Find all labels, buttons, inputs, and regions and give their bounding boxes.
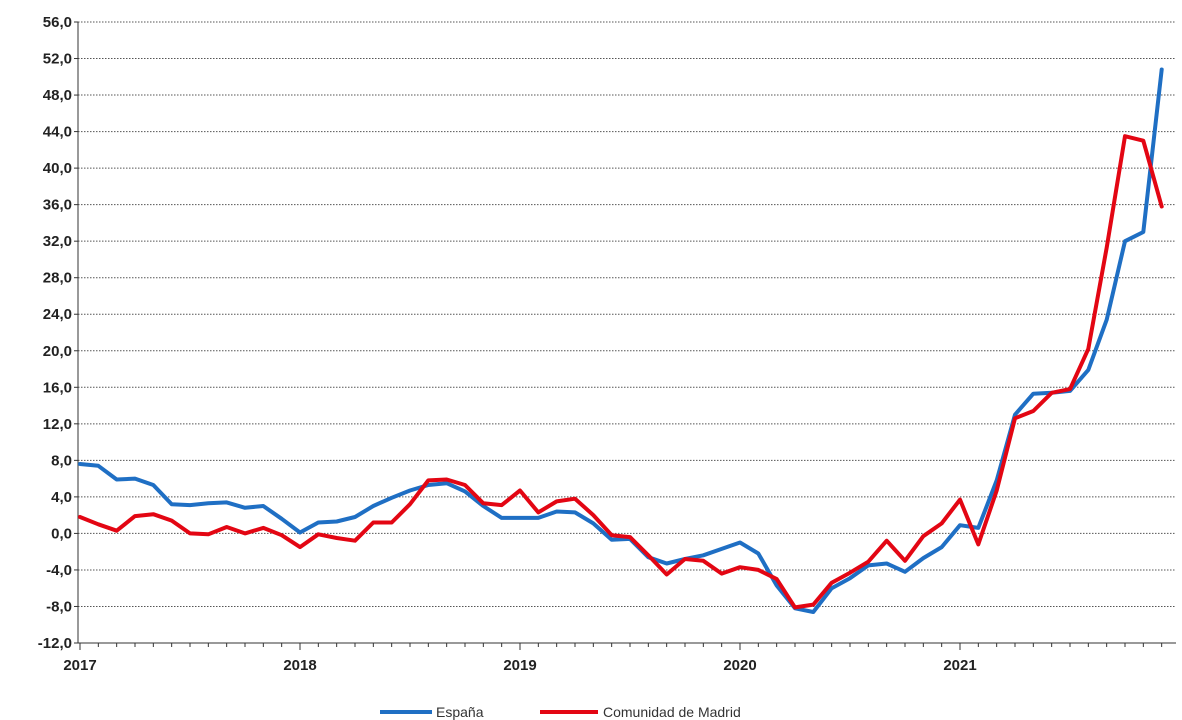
x-tick-label: 2018 (283, 657, 316, 674)
y-tick-label: 4,0 (51, 489, 72, 506)
legend-label: España (436, 704, 484, 720)
y-tick-label: 52,0 (43, 51, 72, 68)
y-tick-label: 16,0 (43, 379, 72, 396)
x-tick-label: 2017 (63, 657, 96, 674)
series-line-0 (78, 67, 1164, 614)
y-tick-label: 12,0 (43, 416, 72, 433)
x-axis-tick-labels: 2017 2018 2019 2020 2021 (63, 657, 976, 674)
gridlines (78, 21, 1176, 607)
y-tick-label: 36,0 (43, 197, 72, 214)
y-tick-label: 8,0 (51, 452, 72, 469)
legend-label: Comunidad de Madrid (603, 704, 741, 720)
y-tick-label: -4,0 (46, 562, 72, 579)
series-line-1 (78, 134, 1164, 610)
y-tick-label: 24,0 (43, 306, 72, 323)
y-tick-label: 40,0 (43, 160, 72, 177)
y-axis-tick-labels: 56,0 52,0 48,0 44,0 40,0 36,0 32,0 28,0 24,0 20,0… (38, 14, 72, 652)
y-tick-label: 32,0 (43, 233, 72, 250)
legend: España Comunidad de Madrid (380, 704, 741, 720)
axes (74, 21, 1176, 650)
y-tick-label: -8,0 (46, 598, 72, 615)
y-tick-label: 28,0 (43, 270, 72, 287)
y-tick-label: 44,0 (43, 124, 72, 141)
y-tick-label: 20,0 (43, 343, 72, 360)
y-tick-label: 0,0 (51, 525, 72, 542)
x-tick-label: 2019 (503, 657, 536, 674)
series-lines (78, 67, 1164, 614)
y-tick-label: 48,0 (43, 87, 72, 104)
y-tick-label: 56,0 (43, 14, 72, 31)
x-tick-label: 2020 (723, 657, 756, 674)
x-tick-label: 2021 (943, 657, 976, 674)
y-tick-label: -12,0 (38, 635, 72, 652)
